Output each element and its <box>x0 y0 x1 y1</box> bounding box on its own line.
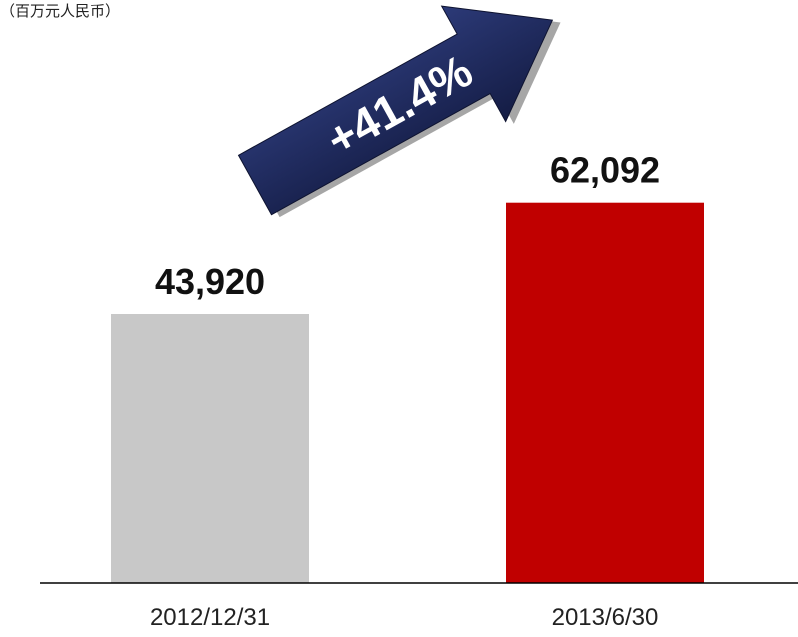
bar-2012-12-31 <box>111 314 309 583</box>
x-tick-label: 2013/6/30 <box>552 604 659 631</box>
bar-2013-6-30 <box>506 202 704 584</box>
growth-arrow-body <box>237 5 554 216</box>
labels-layer: 43,920 2012/12/31 62,092 2013/6/30 <box>150 150 660 631</box>
bar-value-label: 62,092 <box>550 150 660 191</box>
bar-value-label: 43,920 <box>155 261 265 302</box>
bars-layer <box>111 202 704 584</box>
x-tick-label: 2012/12/31 <box>150 604 270 631</box>
unit-label: （百万元人民币） <box>0 2 121 20</box>
growth-arrow-shape: +41.4% <box>237 5 561 218</box>
growth-arrow: +41.4% <box>237 5 561 218</box>
